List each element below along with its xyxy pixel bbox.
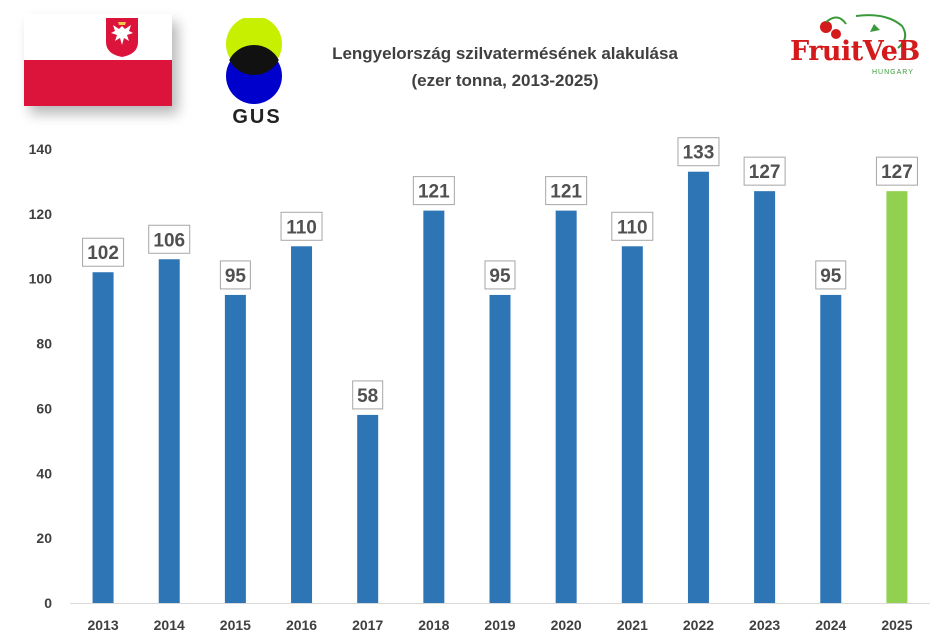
poland-flag-icon xyxy=(24,14,172,106)
x-tick-label: 2021 xyxy=(617,617,648,633)
data-label-2024: 95 xyxy=(815,260,847,290)
chart-title-line2: (ezer tonna, 2013-2025) xyxy=(411,71,599,90)
data-label-value: 58 xyxy=(357,386,378,407)
chart-title: Lengyelország szilvatermésének alakulása… xyxy=(300,40,710,94)
x-tick-label: 2020 xyxy=(551,617,582,633)
data-label-2014: 106 xyxy=(148,224,191,254)
data-labels-group: 102 106 95 110 58 121 95 121 110 133 127 95 127 xyxy=(82,137,918,410)
data-label-value: 127 xyxy=(881,162,913,183)
chart-title-line1: Lengyelország szilvatermésének alakulása xyxy=(332,44,678,63)
x-tick-label: 2013 xyxy=(87,617,118,633)
data-label-2016: 110 xyxy=(280,211,323,241)
data-label-box xyxy=(875,156,918,186)
data-label-value: 133 xyxy=(683,143,715,164)
data-label-2022: 133 xyxy=(677,137,720,167)
x-tick-label: 2015 xyxy=(220,617,251,633)
data-label-value: 95 xyxy=(820,266,842,287)
data-label-box xyxy=(219,260,251,290)
data-label-value: 106 xyxy=(153,230,185,251)
x-axis: 2013 2014 2015 2016 2017 2018 2019 2020 2021 2022… xyxy=(87,617,912,633)
brand-logo-text: FruitVeB xyxy=(790,36,920,67)
data-label-2025: 127 xyxy=(875,156,918,186)
bar-2014 xyxy=(158,259,180,603)
x-tick-label: 2023 xyxy=(749,617,780,633)
bar-2015 xyxy=(224,294,246,603)
x-tick-label: 2014 xyxy=(154,617,185,633)
data-label-box xyxy=(352,380,384,410)
x-tick-label: 2022 xyxy=(683,617,714,633)
data-label-value: 110 xyxy=(617,217,648,238)
data-label-value: 121 xyxy=(418,182,450,203)
gus-label: GUS xyxy=(232,106,282,128)
fruitveb-logo-icon xyxy=(820,14,907,49)
data-label-box xyxy=(677,137,720,167)
data-label-2023: 127 xyxy=(743,156,786,186)
y-tick-label: 40 xyxy=(36,465,52,481)
x-tick-label: 2016 xyxy=(286,617,317,633)
bar-2021 xyxy=(621,246,643,604)
data-label-2013: 102 xyxy=(82,237,125,267)
data-label-2021: 110 xyxy=(611,211,654,241)
data-label-value: 95 xyxy=(489,266,511,287)
bar-2013 xyxy=(92,272,114,603)
data-label-value: 102 xyxy=(87,243,119,264)
bar-2023 xyxy=(754,191,776,603)
y-tick-label: 60 xyxy=(36,400,52,416)
data-label-2019: 95 xyxy=(484,260,516,290)
brand-logo-subtext: HUNGARY xyxy=(872,69,914,76)
bar-2019 xyxy=(489,294,511,603)
y-tick-label: 100 xyxy=(29,271,53,287)
data-label-2017: 58 xyxy=(352,380,384,410)
y-tick-label: 140 xyxy=(29,141,53,157)
data-label-2020: 121 xyxy=(545,176,588,206)
data-label-box xyxy=(545,176,588,206)
bar-2016 xyxy=(291,246,313,604)
data-label-value: 110 xyxy=(286,217,317,238)
y-tick-label: 20 xyxy=(36,530,52,546)
data-label-value: 95 xyxy=(225,266,247,287)
y-tick-label: 80 xyxy=(36,336,52,352)
data-label-box xyxy=(412,176,455,206)
bar-2020 xyxy=(555,210,577,603)
white-eagle-emblem-icon xyxy=(106,18,138,57)
y-axis: 0 20 40 60 80 100 120 140 xyxy=(29,141,53,611)
x-tick-label: 2017 xyxy=(352,617,383,633)
bar-2022 xyxy=(687,171,709,603)
bar-2018 xyxy=(423,210,445,603)
data-label-box xyxy=(280,211,323,241)
data-label-box xyxy=(82,237,125,267)
data-label-box xyxy=(743,156,786,186)
gus-logo-icon xyxy=(226,18,282,104)
bar-2017 xyxy=(357,414,379,603)
x-tick-label: 2025 xyxy=(881,617,912,633)
x-tick-label: 2019 xyxy=(484,617,515,633)
data-label-value: 121 xyxy=(550,182,582,203)
x-tick-label: 2024 xyxy=(815,617,846,633)
data-label-box xyxy=(815,260,847,290)
bars-group xyxy=(92,171,908,604)
data-label-2015: 95 xyxy=(219,260,251,290)
data-label-box xyxy=(611,211,654,241)
data-label-box xyxy=(148,224,191,254)
y-tick-label: 0 xyxy=(44,595,52,611)
bar-2025 xyxy=(886,191,908,603)
data-label-value: 127 xyxy=(749,162,781,183)
bar-2024 xyxy=(820,294,842,603)
x-tick-label: 2018 xyxy=(418,617,449,633)
data-label-box xyxy=(484,260,516,290)
data-label-2018: 121 xyxy=(412,176,455,206)
y-tick-label: 120 xyxy=(29,206,53,222)
